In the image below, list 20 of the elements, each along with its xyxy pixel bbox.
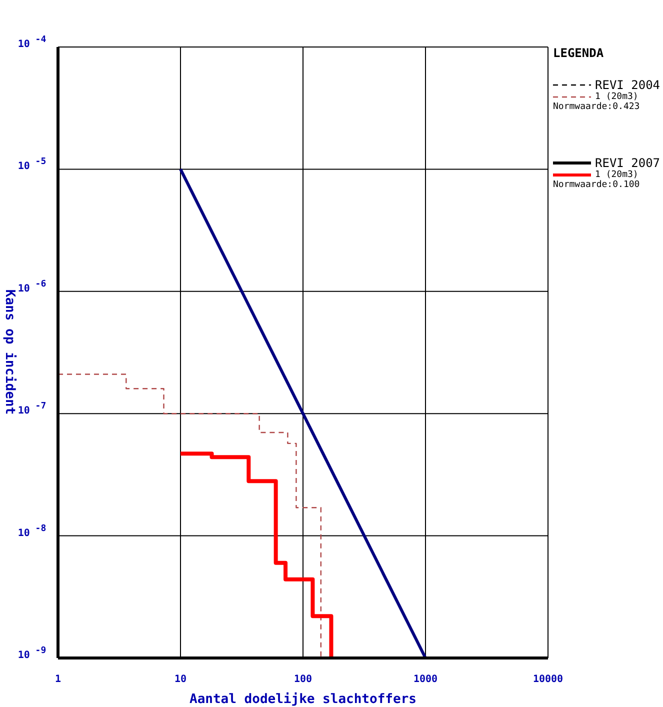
x-tick-label: 1000 bbox=[413, 674, 438, 685]
y-tick-label: 10$^{-6}$ bbox=[18, 279, 46, 294]
y-tick-label: 10$^{-9}$ bbox=[18, 646, 46, 661]
y-tick-label: 10$^{-4}$ bbox=[18, 35, 47, 50]
x-axis-title: Aantal dodelijke slachtoffers bbox=[190, 692, 416, 707]
text: REVI 2007 bbox=[595, 156, 660, 170]
x-tick-label: 100 bbox=[294, 674, 312, 685]
text: Normwaarde:0.423 bbox=[553, 102, 641, 112]
text: Normwaarde:0.100 bbox=[553, 180, 641, 190]
text: REVI 2004 bbox=[595, 78, 660, 92]
x-tick-label: 1 bbox=[54, 674, 62, 685]
y-tick-label: 10$^{-7}$ bbox=[18, 402, 46, 417]
legend-title: LEGENDA bbox=[553, 46, 605, 60]
y-axis-title: Kans op incident bbox=[2, 289, 17, 415]
y-tick-label: 10$^{-5}$ bbox=[18, 157, 46, 172]
x-tick-label: 10 bbox=[174, 674, 187, 685]
legend-label: 1 (20m3) bbox=[595, 92, 638, 102]
x-tick-label: 10000 bbox=[532, 674, 564, 685]
y-tick-label: 10$^{-8}$ bbox=[18, 524, 46, 539]
legend-label: 1 (20m3) bbox=[595, 170, 638, 180]
